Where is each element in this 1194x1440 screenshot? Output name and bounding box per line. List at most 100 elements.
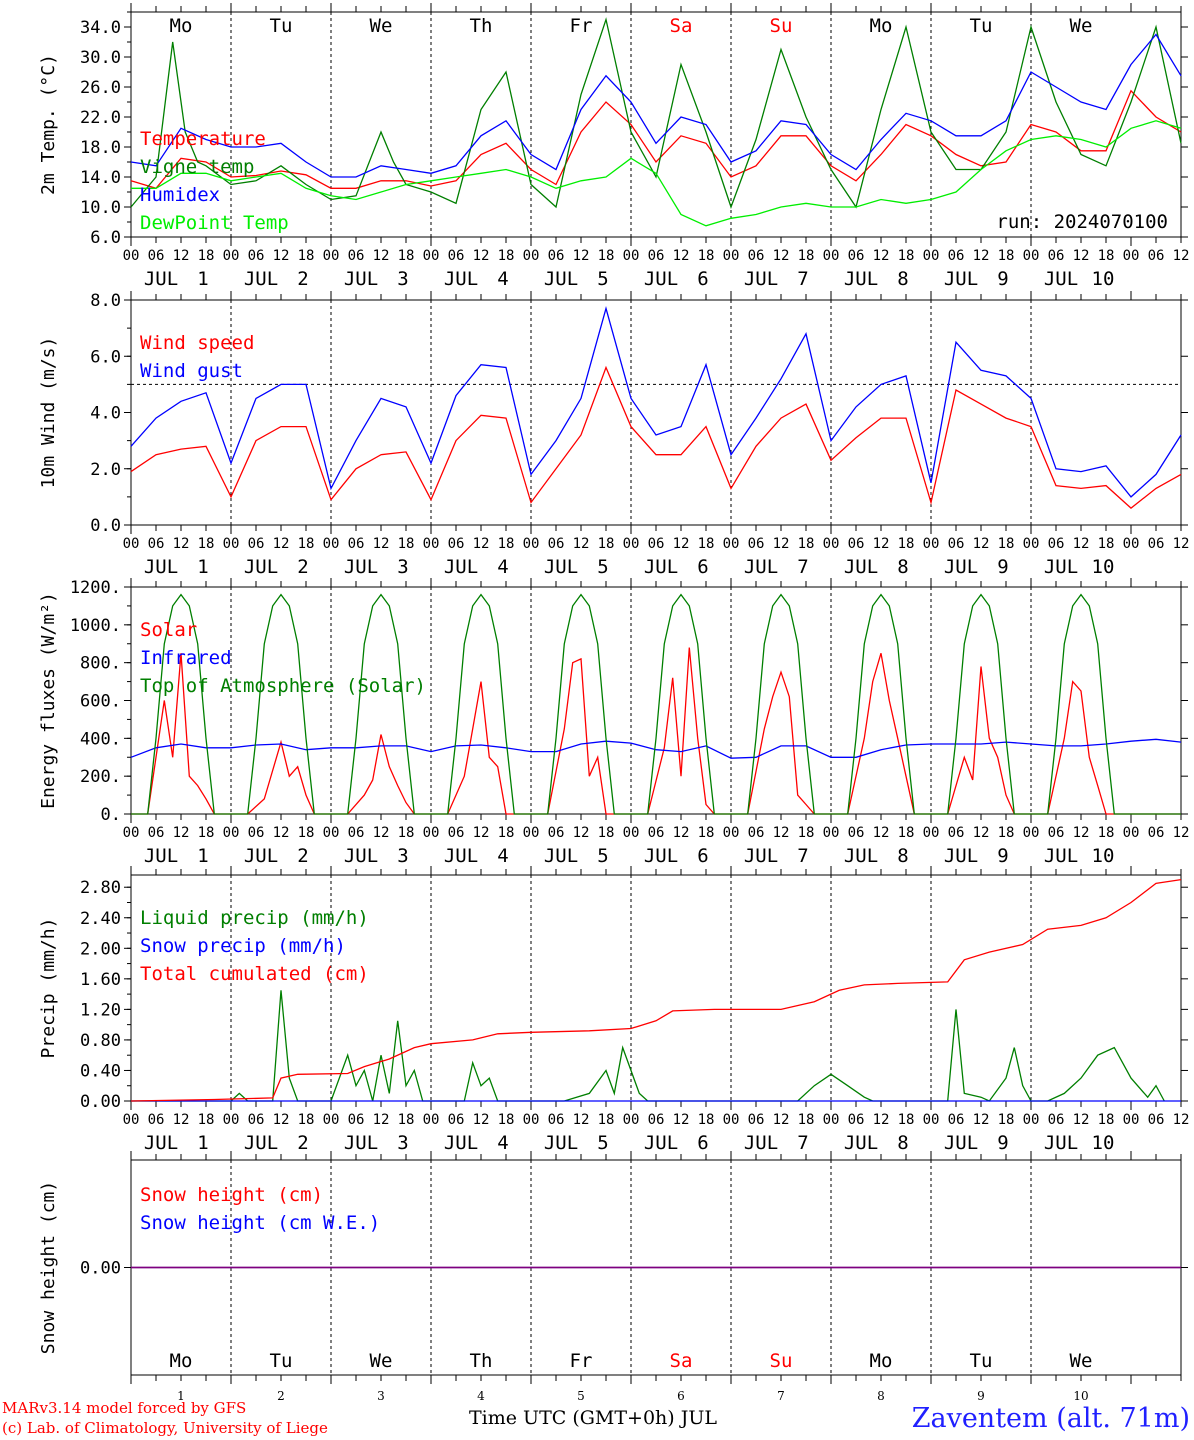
x-hour-label: 12 <box>573 825 590 841</box>
x-hour-label: 18 <box>1098 1112 1115 1128</box>
weekday-label: Sa <box>670 1350 693 1372</box>
x-hour-label: 18 <box>398 1112 415 1128</box>
footer-day-number: 1 <box>177 1389 185 1403</box>
x-hour-label: 12 <box>373 248 390 264</box>
x-hour-label: 06 <box>748 536 765 552</box>
y-axis-label: Energy fluxes (W/m²) <box>38 592 59 809</box>
x-month-label: JUL <box>944 268 978 290</box>
x-month-label: JUL <box>144 268 178 290</box>
x-hour-label: 12 <box>1173 825 1190 841</box>
x-day-label: 8 <box>897 845 908 867</box>
footer-day-number: 5 <box>577 1389 585 1403</box>
x-day-label: 8 <box>897 268 908 290</box>
x-day-label: 2 <box>297 1132 308 1154</box>
x-hour-label: 06 <box>448 1112 465 1128</box>
x-hour-label: 06 <box>648 536 665 552</box>
x-day-label: 7 <box>797 268 808 290</box>
legend-entry: Top of Atmosphere (Solar) <box>140 675 426 697</box>
panel-1: 6.0 10.0 14.0 18.0 22.0 26.0 30.0 34.0 2m Temp. … <box>38 3 1189 290</box>
x-day-label: 8 <box>897 556 908 578</box>
x-day-label: 9 <box>997 1132 1008 1154</box>
x-hour-label: 12 <box>673 1112 690 1128</box>
x-month-label: JUL <box>1044 268 1078 290</box>
weekday-label: Mo <box>870 1350 893 1372</box>
x-day-label: 3 <box>397 268 408 290</box>
x-month-label: JUL <box>144 845 178 867</box>
panel-5: 0.00 Snow height (cm) Mo Tu We Th Fr Sa Su Mo Tu We… <box>38 1151 1188 1384</box>
x-hour-label: 12 <box>473 536 490 552</box>
footer-day-number: 4 <box>477 1389 485 1403</box>
x-hour-label: 12 <box>173 1112 190 1128</box>
x-hour-label: 00 <box>723 825 740 841</box>
y-tick-label: 1.60 <box>80 970 121 990</box>
x-hour-label: 00 <box>423 248 440 264</box>
plot-frame <box>130 11 1182 238</box>
x-hour-label: 00 <box>923 248 940 264</box>
series-line-temperature <box>130 89 1182 190</box>
x-hour-label: 18 <box>1098 825 1115 841</box>
x-hour-label: 00 <box>323 825 340 841</box>
x-hour-label: 06 <box>548 825 565 841</box>
x-hour-label: 06 <box>448 825 465 841</box>
footer-day-number: 6 <box>677 1389 685 1403</box>
series-line-total-cumulated-cm- <box>130 878 1182 1102</box>
x-day-label: 6 <box>697 268 708 290</box>
y-tick-label: 2.40 <box>80 909 121 929</box>
x-day-label: 5 <box>597 556 608 578</box>
x-hour-label: 06 <box>348 825 365 841</box>
x-hour-label: 12 <box>973 248 990 264</box>
x-day-label: 5 <box>597 845 608 867</box>
y-axis-label: 10m Wind (m/s) <box>38 337 59 489</box>
x-day-label: 5 <box>597 1132 608 1154</box>
model-credit: MARv3.14 model forced by GFS <box>2 1399 246 1417</box>
x-month-label: JUL <box>444 268 478 290</box>
x-month-label: JUL <box>344 845 378 867</box>
x-hour-label: 06 <box>748 1112 765 1128</box>
x-hour-label: 12 <box>873 1112 890 1128</box>
x-hour-label: 00 <box>523 536 540 552</box>
x-hour-label: 00 <box>623 536 640 552</box>
x-hour-label: 12 <box>573 248 590 264</box>
weekday-label: Tu <box>970 15 993 37</box>
x-hour-label: 06 <box>1148 248 1165 264</box>
x-day-label: 1 <box>197 845 208 867</box>
x-day-label: 6 <box>697 556 708 578</box>
x-hour-label: 06 <box>848 536 865 552</box>
x-hour-label: 18 <box>798 825 815 841</box>
x-hour-label: 18 <box>798 536 815 552</box>
x-hour-label: 18 <box>298 1112 315 1128</box>
panel-3: 0. 200. 400. 600. 800. 1000. 1200. Energy fluxe… <box>38 578 1189 867</box>
x-hour-label: 12 <box>973 825 990 841</box>
x-hour-label: 00 <box>523 825 540 841</box>
y-tick-label: 0.00 <box>80 1092 121 1112</box>
y-tick-label: 10.0 <box>80 198 121 218</box>
x-month-label: JUL <box>244 556 278 578</box>
x-hour-label: 18 <box>998 248 1015 264</box>
y-tick-label: 34.0 <box>80 18 121 38</box>
x-month-label: JUL <box>644 268 678 290</box>
x-month-label: JUL <box>744 1132 778 1154</box>
x-hour-label: 06 <box>248 825 265 841</box>
legend-entry: Wind gust <box>140 360 243 382</box>
x-hour-label: 12 <box>673 536 690 552</box>
x-hour-label: 06 <box>148 1112 165 1128</box>
x-hour-label: 18 <box>498 536 515 552</box>
x-hour-label: 00 <box>723 536 740 552</box>
x-month-label: JUL <box>844 556 878 578</box>
x-day-label: 8 <box>897 1132 908 1154</box>
x-hour-label: 18 <box>698 1112 715 1128</box>
y-tick-label: 2.80 <box>80 878 121 898</box>
panel-4: 0.00 0.40 0.80 1.20 1.60 2.00 2.40 2.80 Precip (… <box>38 866 1189 1154</box>
series-line-wind-gust <box>130 305 1182 498</box>
x-hour-label: 06 <box>248 1112 265 1128</box>
x-month-label: JUL <box>644 845 678 867</box>
x-month-label: JUL <box>944 1132 978 1154</box>
x-month-label: JUL <box>144 556 178 578</box>
x-hour-label: 06 <box>648 248 665 264</box>
x-month-label: JUL <box>244 845 278 867</box>
x-hour-label: 12 <box>773 248 790 264</box>
x-hour-label: 00 <box>523 248 540 264</box>
x-month-label: JUL <box>844 1132 878 1154</box>
